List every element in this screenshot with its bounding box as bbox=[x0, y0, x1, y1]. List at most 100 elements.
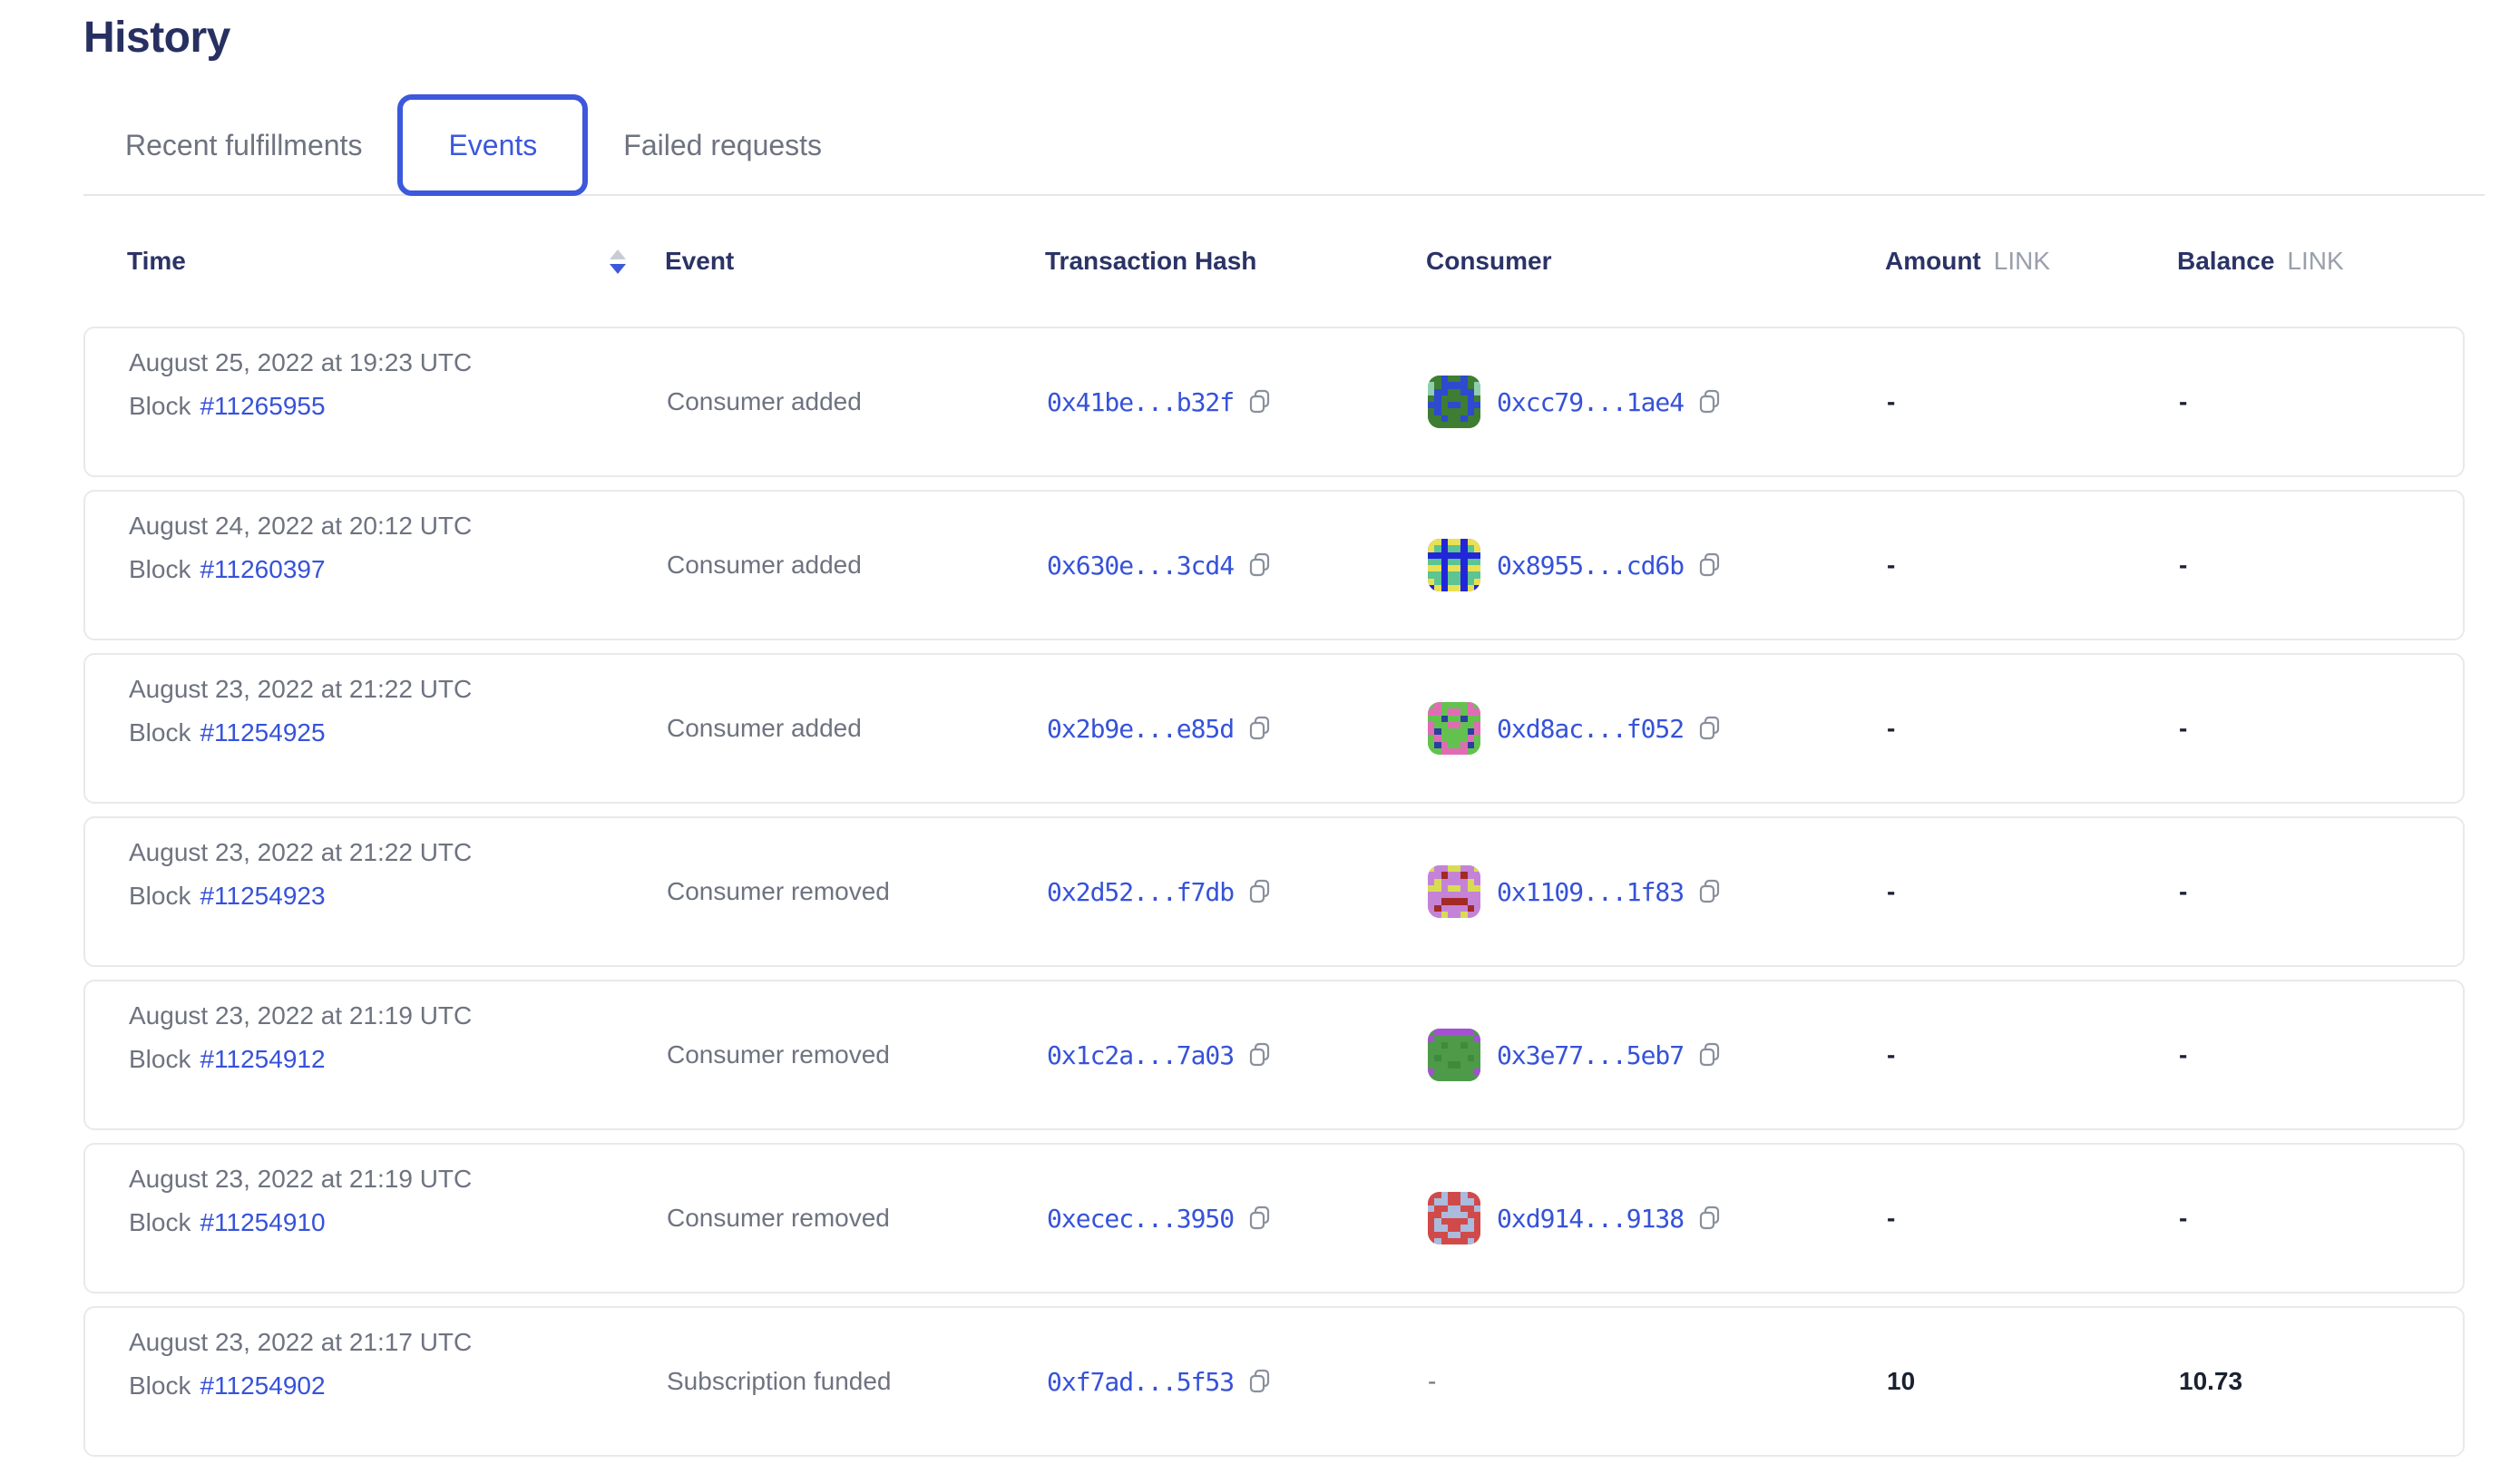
amount-unit-label: LINK bbox=[1993, 247, 2051, 275]
table-row: August 23, 2022 at 21:17 UTC Block #11254… bbox=[83, 1306, 2465, 1457]
transaction-hash-cell: 0x2d52...f7db bbox=[1047, 877, 1428, 907]
copy-icon[interactable] bbox=[1246, 878, 1274, 905]
copy-icon[interactable] bbox=[1246, 388, 1274, 415]
event-cell: Consumer added bbox=[667, 714, 1047, 743]
copy-icon[interactable] bbox=[1246, 1041, 1274, 1069]
consumer-address-link[interactable]: 0x1109...1f83 bbox=[1497, 876, 1685, 907]
tab-recent-fulfillments[interactable]: Recent fulfillments bbox=[125, 129, 362, 162]
block-label: Block bbox=[129, 1371, 191, 1400]
tab-label: Events bbox=[448, 128, 538, 161]
balance-cell: - bbox=[2179, 877, 2427, 906]
copy-icon[interactable] bbox=[1246, 551, 1274, 579]
block-label: Block bbox=[129, 1208, 191, 1236]
row-timestamp: August 23, 2022 at 21:22 UTC bbox=[129, 675, 473, 703]
consumer-address-link[interactable]: 0xd914...9138 bbox=[1497, 1203, 1685, 1234]
block-number-link[interactable]: #11254925 bbox=[200, 718, 326, 747]
transaction-hash-link[interactable]: 0x1c2a...7a03 bbox=[1047, 1039, 1235, 1070]
block-number-link[interactable]: #11254902 bbox=[200, 1371, 326, 1400]
event-cell: Consumer removed bbox=[667, 1040, 1047, 1069]
consumer-address-link[interactable]: 0xd8ac...f052 bbox=[1497, 713, 1685, 744]
transaction-hash-link[interactable]: 0xf7ad...5f53 bbox=[1047, 1366, 1235, 1397]
consumer-cell: 0x8955...cd6b bbox=[1428, 539, 1887, 591]
consumer-cell: - bbox=[1428, 1367, 1887, 1396]
events-table-body: August 25, 2022 at 19:23 UTC Block #11265… bbox=[0, 327, 2520, 1457]
block-number-link[interactable]: #11254912 bbox=[200, 1045, 326, 1073]
consumer-address-link[interactable]: 0x3e77...5eb7 bbox=[1497, 1039, 1685, 1070]
copy-icon[interactable] bbox=[1696, 715, 1724, 742]
copy-icon[interactable] bbox=[1246, 1368, 1274, 1395]
amount-value: 10 bbox=[1887, 1367, 1916, 1395]
event-type: Consumer removed bbox=[667, 877, 890, 905]
row-timestamp: August 23, 2022 at 21:17 UTC bbox=[129, 1328, 473, 1356]
copy-icon[interactable] bbox=[1696, 1041, 1724, 1069]
amount-cell: - bbox=[1887, 877, 2179, 906]
column-header-amount-cell: Amount LINK bbox=[1885, 247, 2177, 276]
copy-icon[interactable] bbox=[1696, 1205, 1724, 1232]
balance-cell: - bbox=[2179, 551, 2427, 580]
column-header-balance-cell: Balance LINK bbox=[2177, 247, 2428, 276]
block-number-link[interactable]: #11265955 bbox=[200, 392, 326, 420]
block-line: Block #11254925 bbox=[129, 718, 667, 747]
balance-cell: - bbox=[2179, 714, 2427, 743]
copy-icon[interactable] bbox=[1696, 551, 1724, 579]
block-label: Block bbox=[129, 392, 191, 420]
block-label: Block bbox=[129, 555, 191, 583]
table-row: August 23, 2022 at 21:19 UTC Block #11254… bbox=[83, 980, 2465, 1130]
copy-icon[interactable] bbox=[1246, 715, 1274, 742]
copy-icon[interactable] bbox=[1696, 878, 1724, 905]
block-number-link[interactable]: #11254923 bbox=[200, 882, 326, 910]
table-row: August 25, 2022 at 19:23 UTC Block #11265… bbox=[83, 327, 2465, 477]
consumer-address-link[interactable]: 0x8955...cd6b bbox=[1497, 550, 1685, 581]
consumer-identicon bbox=[1428, 1192, 1480, 1244]
consumer-address-link[interactable]: 0xcc79...1ae4 bbox=[1497, 386, 1685, 417]
tab-label: Recent fulfillments bbox=[125, 128, 363, 161]
event-type: Consumer added bbox=[667, 551, 862, 579]
transaction-hash-link[interactable]: 0x2d52...f7db bbox=[1047, 876, 1235, 907]
consumer-identicon bbox=[1428, 702, 1480, 755]
transaction-hash-link[interactable]: 0x2b9e...e85d bbox=[1047, 713, 1235, 744]
amount-value: - bbox=[1887, 877, 1896, 905]
balance-value: 10.73 bbox=[2179, 1367, 2243, 1395]
row-timestamp: August 23, 2022 at 21:19 UTC bbox=[129, 1165, 473, 1193]
column-header-consumer-cell: Consumer bbox=[1426, 247, 1885, 276]
row-timestamp: August 23, 2022 at 21:19 UTC bbox=[129, 1001, 473, 1030]
tab-bar: Recent fulfillments Events Failed requests bbox=[83, 89, 2485, 201]
balance-cell: 10.73 bbox=[2179, 1367, 2427, 1396]
transaction-hash-cell: 0xecec...3950 bbox=[1047, 1204, 1428, 1234]
transaction-hash-cell: 0x41be...b32f bbox=[1047, 387, 1428, 417]
block-number-link[interactable]: #11254910 bbox=[200, 1208, 326, 1236]
sort-control[interactable] bbox=[610, 249, 626, 274]
column-header-consumer: Consumer bbox=[1426, 247, 1552, 275]
block-label: Block bbox=[129, 882, 191, 910]
copy-icon[interactable] bbox=[1246, 1205, 1274, 1232]
transaction-hash-link[interactable]: 0xecec...3950 bbox=[1047, 1203, 1235, 1234]
event-type: Consumer removed bbox=[667, 1204, 890, 1232]
transaction-hash-cell: 0x1c2a...7a03 bbox=[1047, 1040, 1428, 1070]
tab-events[interactable]: Events bbox=[397, 94, 589, 196]
transaction-hash-link[interactable]: 0x630e...3cd4 bbox=[1047, 550, 1235, 581]
column-header-amount: Amount bbox=[1885, 247, 1981, 275]
amount-value: - bbox=[1887, 551, 1896, 579]
column-header-balance: Balance bbox=[2177, 247, 2275, 275]
amount-value: - bbox=[1887, 714, 1896, 742]
page-title: History bbox=[83, 14, 230, 62]
balance-cell: - bbox=[2179, 1204, 2427, 1233]
copy-icon[interactable] bbox=[1696, 388, 1724, 415]
tab-failed-requests[interactable]: Failed requests bbox=[623, 129, 822, 162]
consumer-cell: 0xd914...9138 bbox=[1428, 1192, 1887, 1244]
block-number-link[interactable]: #11260397 bbox=[200, 555, 326, 583]
event-cell: Consumer removed bbox=[667, 1204, 1047, 1233]
tab-label: Failed requests bbox=[623, 128, 823, 161]
block-label: Block bbox=[129, 718, 191, 747]
consumer-cell: 0x3e77...5eb7 bbox=[1428, 1029, 1887, 1081]
consumer-identicon bbox=[1428, 539, 1480, 591]
amount-value: - bbox=[1887, 387, 1896, 415]
time-cell: August 23, 2022 at 21:19 UTC Block #11254… bbox=[129, 1145, 667, 1292]
consumer-cell: 0xd8ac...f052 bbox=[1428, 702, 1887, 755]
event-type: Consumer added bbox=[667, 387, 862, 415]
column-header-event: Event bbox=[665, 247, 735, 275]
balance-value: - bbox=[2179, 1040, 2188, 1069]
row-timestamp: August 24, 2022 at 20:12 UTC bbox=[129, 512, 473, 540]
transaction-hash-link[interactable]: 0x41be...b32f bbox=[1047, 386, 1235, 417]
balance-value: - bbox=[2179, 387, 2188, 415]
